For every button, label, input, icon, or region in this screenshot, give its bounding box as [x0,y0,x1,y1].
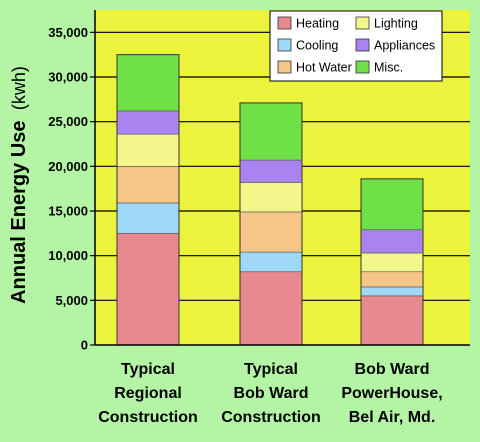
category-label-line: Construction [221,409,321,426]
legend-label-misc: Misc. [374,61,403,75]
y-axis-title-main: Annual Energy Use [8,121,30,304]
bar-segment-heating [116,233,180,346]
legend-swatch-hot-water [277,60,292,74]
bar-segment-misc [360,178,424,231]
y-axis-title: Annual Energy Use (kwh) [8,66,30,304]
legend-swatch-lighting [355,16,370,30]
legend-swatch-heating [277,16,292,30]
category-label-line: Bob Ward [355,361,430,378]
y-tick-label: 0 [81,338,88,353]
category-label-line: PowerHouse, [341,385,442,402]
bar-segment-hot-water [360,271,424,288]
legend-label-appliances: Appliances [374,39,435,53]
bar-segment-lighting [239,182,303,213]
y-axis-title-unit: (kwh) [9,66,29,110]
bar-segment-lighting [116,133,180,167]
y-tick-label: 20,000 [48,159,88,174]
bar-segment-heating [360,295,424,346]
legend-label-lighting: Lighting [374,17,418,31]
bar-segment-cooling [360,286,424,297]
y-tick-label: 30,000 [48,70,88,85]
y-axis-ticks: 0 5,000 10,000 15,000 20,000 25,000 30,000 35,0… [48,25,95,353]
bar-segment-heating [239,271,303,346]
y-tick-label: 35,000 [48,25,88,40]
category-label-line: Bob Ward [234,385,309,402]
legend-label-heating: Heating [296,17,339,31]
bar-segment-misc [116,54,180,112]
bar-segment-hot-water [239,211,303,253]
legend-label-hot-water: Hot Water [296,61,352,75]
category-label-line: Construction [98,409,198,426]
category-label-line: Typical [121,361,175,378]
category-label-line: Regional [114,385,182,402]
category-labels: Typical Regional Construction Typical Bob Wa… [98,361,442,426]
bar-segment-misc [239,102,303,161]
legend-swatch-appliances [355,38,370,52]
legend: Heating Cooling Hot Water Lighting Appliance… [269,10,443,82]
category-label-line: Bel Air, Md. [349,409,436,426]
bar-segment-cooling [239,251,303,273]
legend-swatch-cooling [277,38,292,52]
y-tick-label: 5,000 [55,293,88,308]
bar-segment-hot-water [116,166,180,204]
category-label: Typical Regional Construction [98,361,198,426]
y-tick-label: 10,000 [48,248,88,263]
bar-segment-appliances [116,110,180,135]
bar-segment-lighting [360,252,424,273]
legend-label-cooling: Cooling [296,39,338,53]
category-label-line: Typical [244,361,298,378]
bar-segment-appliances [360,229,424,254]
bar-segment-appliances [239,159,303,183]
bar-segment-cooling [116,202,180,234]
y-tick-label: 25,000 [48,114,88,129]
category-label: Typical Bob Ward Construction [221,361,321,426]
category-label: Bob Ward PowerHouse, Bel Air, Md. [341,361,442,426]
y-tick-label: 15,000 [48,204,88,219]
legend-swatch-misc [355,60,370,74]
